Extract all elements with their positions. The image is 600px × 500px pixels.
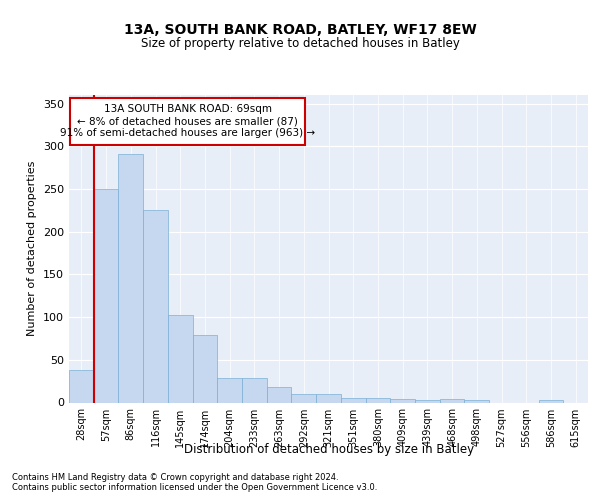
Bar bbox=[415, 400, 440, 402]
Text: ← 8% of detached houses are smaller (87): ← 8% of detached houses are smaller (87) bbox=[77, 116, 298, 126]
Text: Size of property relative to detached houses in Batley: Size of property relative to detached ho… bbox=[140, 38, 460, 51]
FancyBboxPatch shape bbox=[70, 98, 305, 144]
Bar bbox=[267, 387, 292, 402]
Text: 13A, SOUTH BANK ROAD, BATLEY, WF17 8EW: 13A, SOUTH BANK ROAD, BATLEY, WF17 8EW bbox=[124, 22, 476, 36]
Bar bbox=[440, 399, 464, 402]
Bar bbox=[539, 400, 563, 402]
Bar bbox=[94, 189, 118, 402]
Y-axis label: Number of detached properties: Number of detached properties bbox=[28, 161, 37, 336]
Bar bbox=[143, 210, 168, 402]
Bar bbox=[242, 378, 267, 402]
Bar bbox=[193, 335, 217, 402]
Bar bbox=[316, 394, 341, 402]
Bar bbox=[341, 398, 365, 402]
Bar bbox=[390, 399, 415, 402]
Bar bbox=[292, 394, 316, 402]
Text: Contains public sector information licensed under the Open Government Licence v3: Contains public sector information licen… bbox=[12, 484, 377, 492]
Text: Contains HM Land Registry data © Crown copyright and database right 2024.: Contains HM Land Registry data © Crown c… bbox=[12, 472, 338, 482]
Bar bbox=[168, 314, 193, 402]
Bar bbox=[69, 370, 94, 402]
Text: 13A SOUTH BANK ROAD: 69sqm: 13A SOUTH BANK ROAD: 69sqm bbox=[104, 104, 272, 115]
Bar bbox=[464, 400, 489, 402]
Text: 91% of semi-detached houses are larger (963) →: 91% of semi-detached houses are larger (… bbox=[60, 128, 315, 138]
Text: Distribution of detached houses by size in Batley: Distribution of detached houses by size … bbox=[184, 442, 474, 456]
Bar bbox=[365, 398, 390, 402]
Bar bbox=[118, 154, 143, 402]
Bar bbox=[217, 378, 242, 402]
